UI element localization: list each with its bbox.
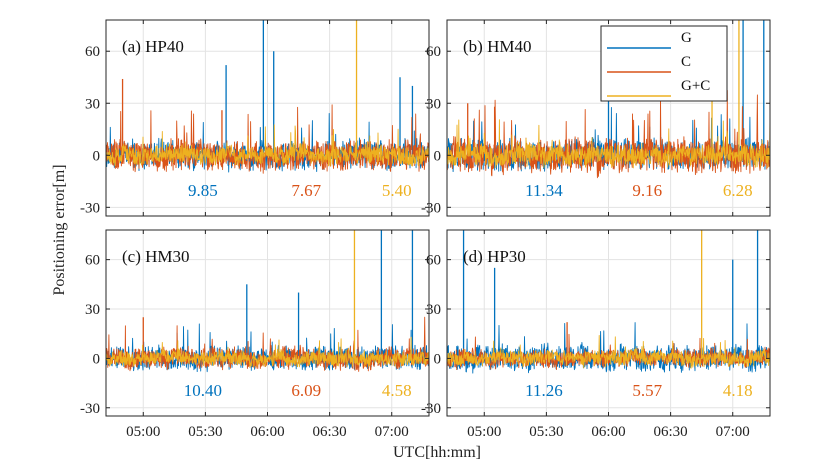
panel: -30 0 30 60 05:00 05:30 06:00 06:30 07:00 (d) HP3…	[421, 229, 771, 440]
series-line-gplusc	[106, 124, 429, 167]
y-tick-label: -30	[80, 200, 100, 216]
y-tick-label: 0	[93, 351, 101, 367]
rms-label-gplusc: 4.58	[382, 381, 412, 400]
x-tick-label: 06:30	[313, 424, 347, 440]
x-axis-label: UTC[hh:mm]	[393, 444, 481, 461]
x-tick-label: 05:00	[467, 424, 501, 440]
y-tick-label: 0	[93, 148, 101, 164]
rms-label-gplusc: 6.28	[723, 181, 753, 200]
legend-label: G+C	[681, 78, 710, 94]
x-tick-label: 07:00	[375, 424, 409, 440]
x-tick-label: 06:00	[250, 424, 284, 440]
y-tick-label: -30	[80, 401, 100, 417]
panel-title: (b) HM40	[463, 37, 531, 56]
series-group	[447, 230, 770, 374]
panel-title: (d) HP30	[463, 247, 526, 266]
x-tick-label: 07:00	[716, 424, 750, 440]
rms-label-c: 9.16	[632, 181, 662, 200]
y-tick-label: 30	[85, 96, 100, 112]
legend-box	[600, 25, 728, 102]
rms-label-g: 10.40	[184, 381, 222, 400]
rms-label-gplusc: 4.18	[723, 381, 753, 400]
rms-label-g: 11.34	[525, 181, 563, 200]
panel: -30 0 30 60 (a) HP40 9.85 7.67 5.40	[80, 19, 430, 217]
panels-group: -30 0 30 60 (a) HP40 9.85 7.67 5.40 -30 0 30 60 (b) …	[80, 19, 771, 440]
y-tick-label: 60	[85, 253, 100, 269]
rms-label-gplusc: 5.40	[382, 181, 412, 200]
y-tick-label: 0	[434, 351, 442, 367]
x-tick-label: 06:00	[591, 424, 625, 440]
x-tick-label: 05:30	[529, 424, 563, 440]
y-tick-label: 30	[426, 96, 441, 112]
rms-label-c: 6.09	[291, 381, 321, 400]
rms-label-g: 11.26	[525, 381, 563, 400]
y-tick-label: 60	[85, 44, 100, 60]
series-group	[106, 20, 429, 174]
panel-title: (a) HP40	[122, 37, 184, 56]
y-tick-label: 60	[426, 253, 441, 269]
panel: -30 0 30 60 05:00 05:30 06:00 06:30 07:00 (c) HM3…	[80, 229, 430, 440]
legend-label: G	[681, 30, 692, 46]
series-line-gplusc	[447, 117, 770, 169]
y-tick-label: 60	[426, 44, 441, 60]
legend: GC G+C	[600, 25, 728, 102]
y-axis-label: Positioning error[m]	[51, 164, 68, 295]
series-line-gplusc	[106, 336, 429, 368]
panel-title: (c) HM30	[122, 247, 190, 266]
y-tick-label: -30	[421, 200, 441, 216]
y-tick-label: 30	[85, 302, 100, 318]
x-tick-label: 05:30	[188, 424, 222, 440]
x-tick-label: 05:00	[126, 424, 160, 440]
series-group	[106, 230, 429, 373]
rms-label-g: 9.85	[188, 181, 218, 200]
y-tick-label: -30	[421, 401, 441, 417]
rms-label-c: 5.57	[632, 381, 662, 400]
legend-label: C	[681, 54, 691, 70]
y-tick-label: 30	[426, 302, 441, 318]
rms-label-c: 7.67	[291, 181, 321, 200]
y-tick-label: 0	[434, 148, 442, 164]
x-tick-label: 06:30	[654, 424, 688, 440]
series-line-gplusc	[447, 335, 770, 369]
